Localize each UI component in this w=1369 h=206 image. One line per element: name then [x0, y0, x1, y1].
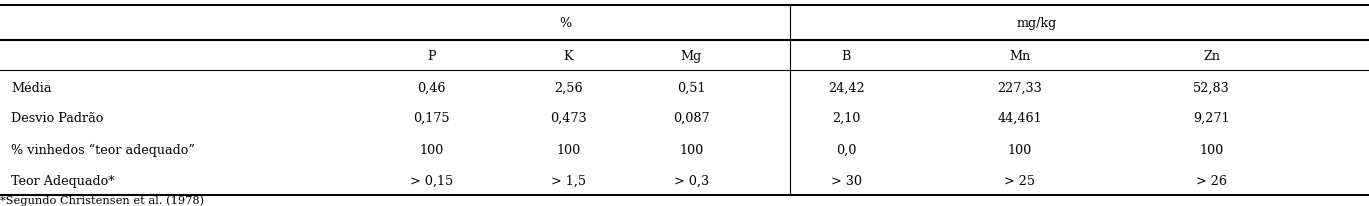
Text: 0,087: 0,087 [674, 112, 709, 124]
Text: 0,51: 0,51 [678, 81, 705, 94]
Text: > 26: > 26 [1197, 174, 1227, 187]
Text: 9,271: 9,271 [1194, 112, 1229, 124]
Text: 100: 100 [1008, 143, 1032, 156]
Text: Mg: Mg [680, 50, 702, 63]
Text: 100: 100 [679, 143, 704, 156]
Text: 100: 100 [1199, 143, 1224, 156]
Text: 0,175: 0,175 [413, 112, 449, 124]
Text: K: K [563, 50, 574, 63]
Text: 100: 100 [419, 143, 444, 156]
Text: > 0,15: > 0,15 [409, 174, 453, 187]
Text: 0,0: 0,0 [836, 143, 856, 156]
Text: 0,46: 0,46 [418, 81, 445, 94]
Text: 52,83: 52,83 [1194, 81, 1229, 94]
Text: 2,56: 2,56 [554, 81, 582, 94]
Text: Teor Adequado*: Teor Adequado* [11, 174, 115, 187]
Text: 44,461: 44,461 [998, 112, 1042, 124]
Text: > 1,5: > 1,5 [550, 174, 586, 187]
Text: 100: 100 [556, 143, 580, 156]
Text: > 30: > 30 [831, 174, 861, 187]
Text: 0,473: 0,473 [550, 112, 586, 124]
Text: Desvio Padrão: Desvio Padrão [11, 112, 103, 124]
Text: B: B [842, 50, 850, 63]
Text: Zn: Zn [1203, 50, 1220, 63]
Text: Mn: Mn [1009, 50, 1031, 63]
Text: Média: Média [11, 81, 52, 94]
Text: mg/kg: mg/kg [1016, 17, 1057, 30]
Text: > 0,3: > 0,3 [674, 174, 709, 187]
Text: *Segundo Christensen et al. (1978): *Segundo Christensen et al. (1978) [0, 194, 204, 205]
Text: % vinhedos “teor adequado”: % vinhedos “teor adequado” [11, 143, 194, 156]
Text: > 25: > 25 [1005, 174, 1035, 187]
Text: P: P [427, 50, 435, 63]
Text: 227,33: 227,33 [998, 81, 1042, 94]
Text: 24,42: 24,42 [828, 81, 864, 94]
Text: %: % [560, 17, 571, 30]
Text: 2,10: 2,10 [832, 112, 860, 124]
